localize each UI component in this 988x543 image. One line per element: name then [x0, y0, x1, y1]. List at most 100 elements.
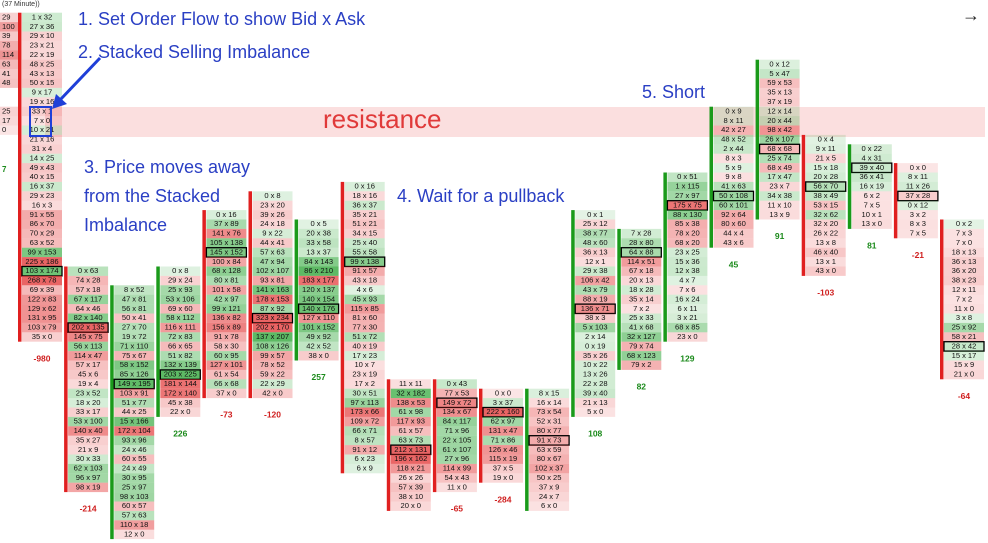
cell-label: 13 x 26: [583, 370, 608, 379]
ask: 25: [553, 473, 561, 482]
cell-label: 122 x 83: [28, 294, 57, 303]
cell-label: 71 x 110: [120, 341, 148, 350]
cell: [298, 275, 339, 286]
ask: 89: [232, 323, 240, 332]
cell-label: 16 x 19: [859, 182, 884, 191]
ask: 26: [599, 351, 607, 360]
cell: [621, 266, 662, 276]
cell: [22, 332, 62, 342]
cell: [621, 228, 662, 239]
cell: [482, 406, 524, 418]
candle: [432, 379, 437, 493]
ask: 3: [48, 200, 52, 209]
bid: 0: [769, 59, 773, 68]
bid: 29: [30, 191, 38, 200]
separator: x: [639, 313, 643, 322]
bid: 77: [445, 388, 453, 397]
bid: 48: [583, 238, 591, 247]
bid: 102: [256, 266, 269, 275]
bid: 6: [541, 501, 545, 510]
ask: 38: [691, 219, 699, 228]
ask: 18: [92, 285, 100, 294]
ask: 2: [876, 191, 880, 200]
separator: x: [826, 266, 830, 275]
cell: [575, 266, 616, 276]
ask: 47: [783, 172, 791, 181]
cell: [944, 322, 984, 333]
cell-label: 57 x 39: [398, 482, 423, 491]
cell-label: 38 x 0: [308, 351, 328, 360]
cell: [68, 473, 109, 483]
cell-label: 9 x 11: [816, 144, 836, 153]
edge-cell: [0, 106, 18, 117]
ask: 19: [92, 482, 100, 491]
edge-cell: [0, 69, 18, 79]
ask: 19: [783, 97, 791, 106]
separator: x: [503, 464, 507, 473]
bid: 8: [910, 219, 914, 228]
cell: [897, 219, 938, 229]
bid: 75: [122, 351, 130, 360]
cell-label: 61 x 98: [398, 407, 423, 416]
bid: 99: [212, 304, 220, 313]
bid: 131: [489, 426, 502, 435]
cell-label: 80 x 67: [537, 454, 562, 463]
bid: 6: [864, 191, 868, 200]
bid: 84: [443, 417, 451, 426]
cell: [68, 416, 109, 427]
bid: 38: [952, 276, 960, 285]
bid: 43: [723, 238, 731, 247]
ask: 97: [691, 191, 699, 200]
ask: 103: [90, 464, 103, 473]
cell: [298, 257, 339, 267]
separator: x: [503, 426, 507, 435]
cell-label: 41 x 68: [629, 323, 654, 332]
bid: 8: [539, 388, 543, 397]
cell: [575, 407, 616, 417]
bid: 131: [28, 313, 41, 322]
bid: 68: [627, 351, 635, 360]
cell: [22, 69, 62, 79]
ask: 12: [920, 200, 928, 209]
cell: [114, 463, 155, 474]
ask: 9: [737, 163, 741, 172]
separator: x: [317, 219, 321, 228]
separator: x: [132, 445, 136, 454]
ask: 71: [601, 304, 609, 313]
ask: 92: [322, 332, 330, 341]
separator: x: [870, 163, 874, 172]
cell: [805, 163, 846, 173]
bid: 137: [256, 332, 269, 341]
edge-cell: [0, 125, 18, 135]
cell: [22, 125, 62, 135]
bid: 7: [633, 304, 637, 313]
cell-label: 20 x 44: [767, 116, 792, 125]
cell-label: 86 x 210: [304, 266, 333, 275]
bid: 32: [627, 332, 635, 341]
bid: 12: [675, 266, 683, 275]
bid: 12: [767, 106, 775, 115]
separator: x: [962, 341, 966, 350]
cell-label: 32 x 182: [396, 388, 425, 397]
cell: [22, 31, 62, 41]
bid: 156: [212, 323, 225, 332]
ask: 135: [92, 323, 105, 332]
ask: 49: [783, 163, 791, 172]
separator: x: [872, 219, 876, 228]
bid: 44: [723, 229, 731, 238]
cell: [666, 200, 709, 211]
cell-label: 38 x 3: [585, 313, 605, 322]
separator: x: [38, 12, 42, 21]
separator: x: [271, 313, 275, 322]
separator: x: [686, 247, 690, 256]
cell-label: 25 x 33: [629, 313, 654, 322]
separator: x: [593, 379, 597, 388]
bid: 132: [164, 360, 177, 369]
bid: 91: [214, 332, 222, 341]
edge-cell: [0, 40, 18, 51]
bid: 70: [30, 229, 38, 238]
ask: 0: [46, 116, 50, 125]
cell-label: 72 x 83: [168, 332, 193, 341]
